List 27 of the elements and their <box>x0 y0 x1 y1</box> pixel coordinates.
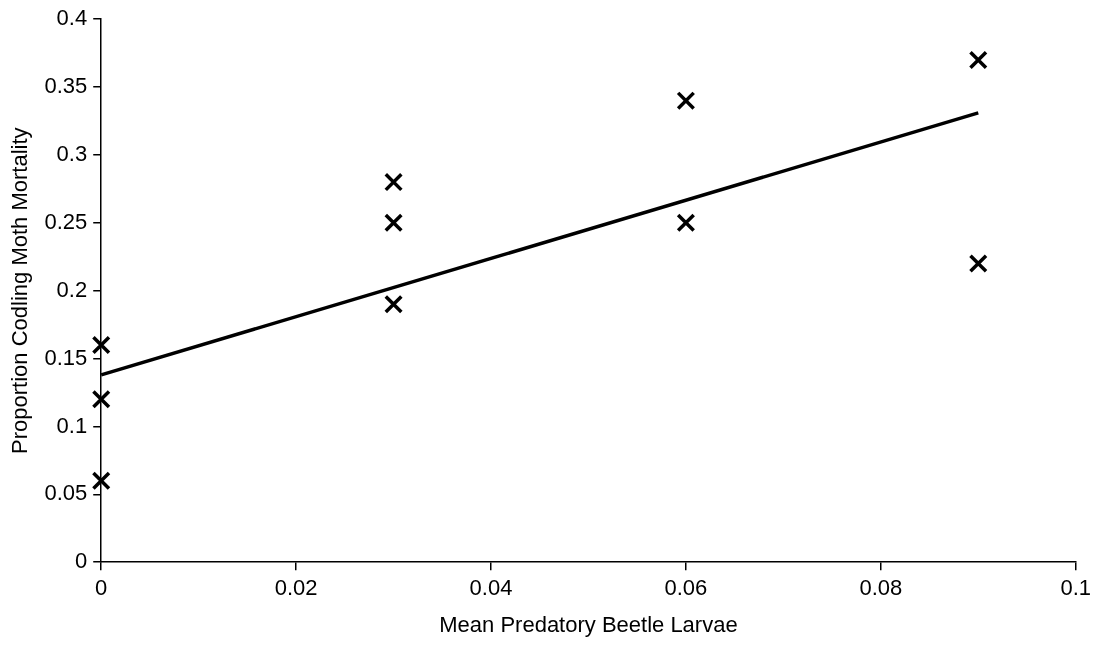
x-tick-label: 0.08 <box>859 575 903 601</box>
point <box>968 50 988 70</box>
y-tick-label: 0.2 <box>56 276 88 302</box>
x-tick-label: 0.1 <box>1060 575 1092 601</box>
y-tick-label: 0.4 <box>56 5 88 31</box>
point <box>676 213 696 233</box>
point <box>91 471 111 491</box>
y-tick-label: 0.05 <box>44 480 88 506</box>
y-tick-label: 0.25 <box>44 208 88 234</box>
x-tick-label: 0.02 <box>274 575 318 601</box>
x-tick-label: 0.06 <box>664 575 708 601</box>
x-tick-label: 0.04 <box>469 575 513 601</box>
y-tick-label: 0.35 <box>44 73 88 99</box>
point <box>968 254 988 274</box>
y-tick-label: 0 <box>74 548 88 574</box>
point <box>676 91 696 111</box>
y-tick-label: 0.1 <box>56 412 88 438</box>
point <box>384 213 404 233</box>
y-tick-label: 0.3 <box>56 141 88 167</box>
point <box>384 294 404 314</box>
x-tick-label: 0 <box>95 575 108 601</box>
x-axis-title: Mean Predatory Beetle Larvae <box>439 611 738 637</box>
y-axis-title: Proportion Codling Moth Mortality <box>7 127 33 454</box>
point <box>384 172 404 192</box>
point <box>91 389 111 409</box>
y-tick-label: 0.15 <box>44 344 88 370</box>
point <box>91 335 111 355</box>
